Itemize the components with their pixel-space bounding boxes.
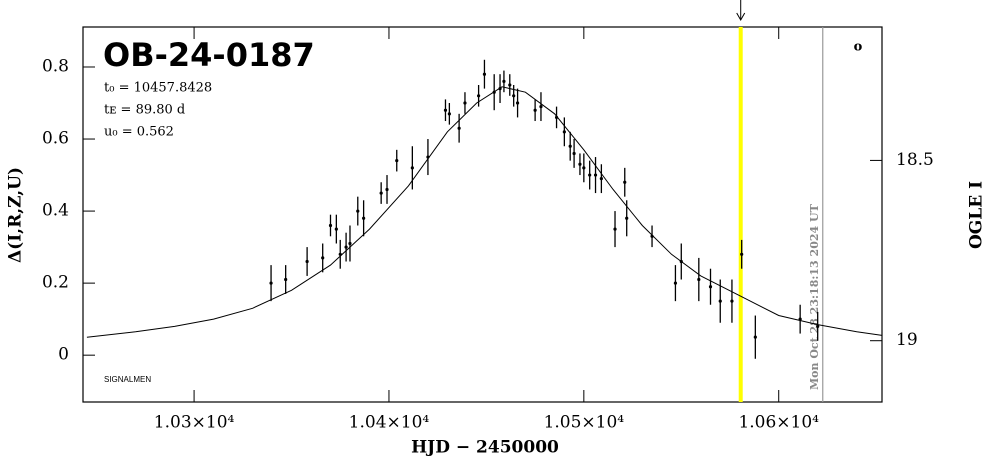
data-point xyxy=(798,317,802,321)
data-point xyxy=(269,281,273,285)
x-tick-label: 1.05×10⁴ xyxy=(544,413,625,433)
data-point xyxy=(348,241,352,246)
data-point xyxy=(533,108,537,112)
x-tick-label: 1.03×10⁴ xyxy=(154,413,235,433)
data-point xyxy=(625,216,629,220)
data-point xyxy=(568,144,572,148)
data-point xyxy=(498,86,502,91)
data-point xyxy=(492,90,496,94)
y-tick-label: 0.4 xyxy=(42,201,69,221)
data-point xyxy=(582,166,586,170)
data-point xyxy=(328,223,333,228)
data-point xyxy=(650,234,654,238)
y-tick-label: 0 xyxy=(58,345,69,365)
data-point xyxy=(482,72,487,76)
parameter: u₀ = 0.562 xyxy=(104,125,174,140)
data-point xyxy=(562,130,566,134)
data-point xyxy=(512,94,516,98)
data-point xyxy=(344,245,348,249)
data-point xyxy=(718,299,722,303)
data-point xyxy=(578,162,582,166)
data-point xyxy=(816,324,820,328)
y-tick-label: 0.8 xyxy=(42,56,69,76)
model-curve xyxy=(86,86,883,338)
y-tick-label: 0.6 xyxy=(42,129,69,149)
plot-frame xyxy=(82,26,883,403)
data-point xyxy=(426,155,430,159)
data-point xyxy=(379,191,383,195)
data-point xyxy=(338,252,342,256)
data-point xyxy=(334,227,338,231)
data-point xyxy=(457,126,461,130)
data-point xyxy=(730,299,734,303)
data-point xyxy=(284,277,288,282)
arrow-head xyxy=(736,12,746,22)
data-point xyxy=(385,187,389,192)
date-label: Mon Oct 28 23:18:13 2024 UT xyxy=(808,203,821,390)
data-point xyxy=(572,151,576,156)
data-point xyxy=(539,105,543,109)
y-axis-label: Δ(I,R,Z,U) xyxy=(6,167,26,263)
data-point xyxy=(305,259,309,264)
symbol: o xyxy=(854,40,863,55)
data-point xyxy=(447,112,451,116)
data-point xyxy=(593,173,598,177)
data-point xyxy=(673,281,678,285)
data-point xyxy=(588,173,592,177)
x-tick-label: 1.06×10⁴ xyxy=(738,413,819,433)
parameter: t₀ = 10457.8428 xyxy=(104,81,212,96)
data-point xyxy=(599,177,603,181)
y2-axis-label: OGLE I xyxy=(967,181,986,249)
data-point xyxy=(443,108,448,112)
data-point xyxy=(753,335,757,339)
data-point xyxy=(395,159,399,163)
data-point xyxy=(697,277,701,282)
footnote: SIGNALMEN xyxy=(104,375,151,384)
x-tick-label: 1.04×10⁴ xyxy=(349,413,430,433)
data-point xyxy=(321,256,325,260)
data-point xyxy=(502,79,506,83)
data-point xyxy=(613,227,617,231)
data-point xyxy=(463,101,467,105)
data-point xyxy=(508,83,512,87)
data-point xyxy=(477,94,481,98)
chart-title: OB-24-0187 xyxy=(103,36,315,74)
y-tick-label: 0.2 xyxy=(42,273,69,293)
data-point xyxy=(554,115,559,120)
data-point xyxy=(362,216,366,220)
parameter: tᴇ = 89.80 d xyxy=(104,103,185,118)
x-axis-label: HJD − 2450000 xyxy=(411,438,559,458)
data-point xyxy=(356,209,360,213)
data-point xyxy=(740,252,744,256)
data-point xyxy=(708,285,713,289)
data-point xyxy=(623,180,627,184)
y2-tick-label: 18.5 xyxy=(896,150,934,170)
y2-tick-label: 19 xyxy=(896,330,918,350)
data-point xyxy=(515,101,520,105)
data-point xyxy=(410,166,414,170)
data-point xyxy=(679,259,683,264)
